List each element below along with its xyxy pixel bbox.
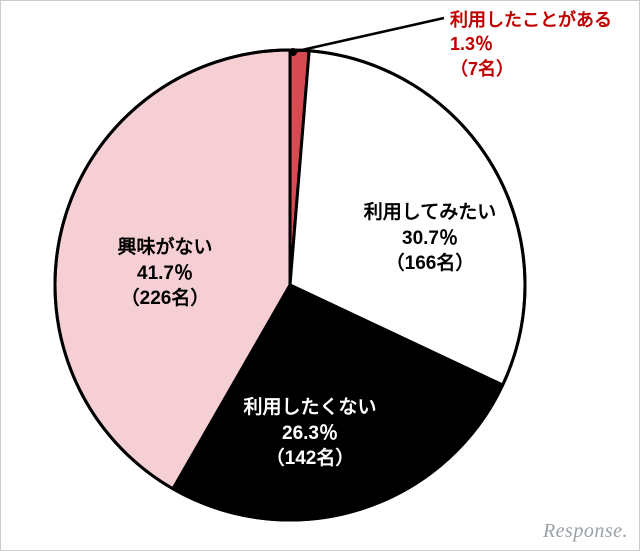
label-dont_want-line2: 26.3％ [230,421,390,447]
label-want_to_try-line2: 30.7％ [350,226,510,252]
label-dont_want-line1: 利用したくない [230,395,390,421]
label-no_interest-line1: 興味がない [95,235,235,261]
callout-leader [293,18,444,52]
label-want_to_try-line3: （166名） [350,251,510,277]
label-want_to_try: 利用してみたい30.7％（166名） [350,200,510,277]
label-no_interest-line2: 41.7％ [95,261,235,287]
watermark: Response. [543,520,628,543]
label-dont_want-line3: （142名） [230,446,390,472]
label-used: 利用したことがある1.3％（7名） [450,8,612,81]
label-used-line3: （7名） [450,57,612,81]
label-no_interest-line3: （226名） [95,286,235,312]
label-dont_want: 利用したくない26.3％（142名） [230,395,390,472]
callout-leader-dot [289,48,297,56]
label-used-line2: 1.3％ [450,32,612,56]
label-no_interest: 興味がない41.7％（226名） [95,235,235,312]
label-want_to_try-line1: 利用してみたい [350,200,510,226]
label-used-line1: 利用したことがある [450,8,612,32]
